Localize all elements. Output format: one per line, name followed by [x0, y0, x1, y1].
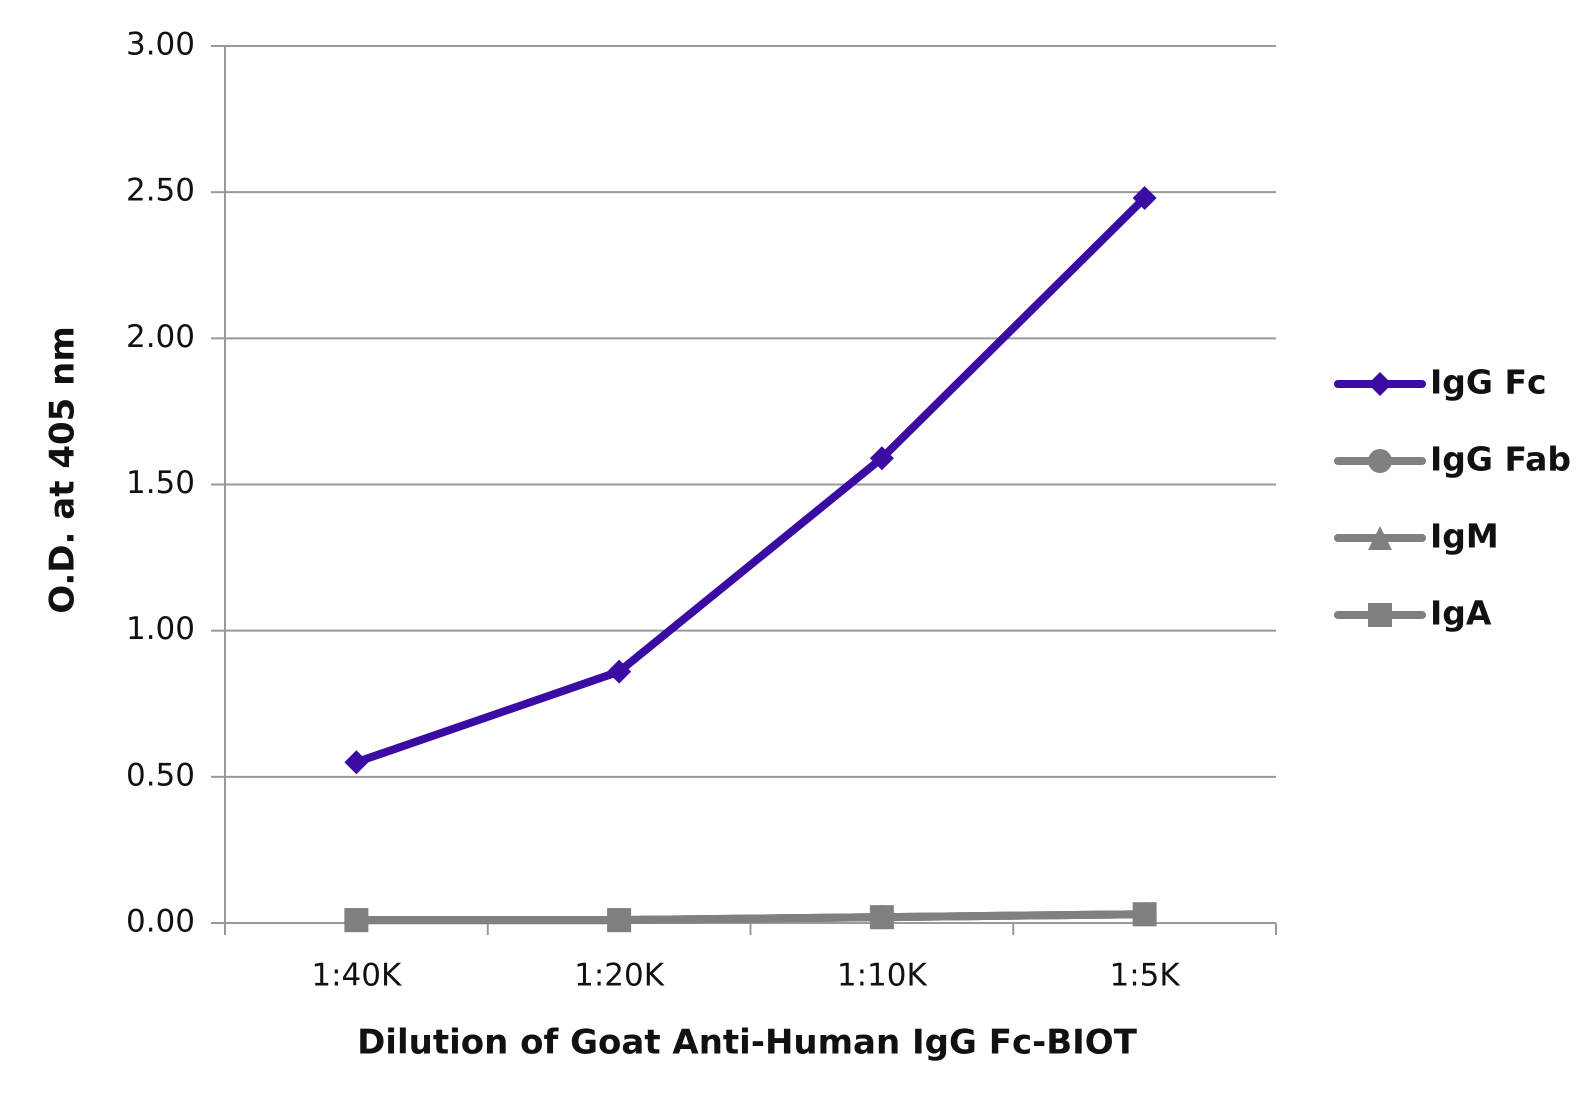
legend-label: IgG Fab — [1430, 440, 1571, 479]
y-tick-label: 0.00 — [126, 904, 195, 940]
y-tick-label: 1.00 — [126, 611, 195, 647]
marker — [344, 750, 369, 775]
marker — [607, 659, 632, 684]
marker — [869, 905, 894, 930]
series-line — [355, 195, 1148, 766]
y-tick-label: 0.50 — [126, 757, 195, 793]
marker — [1368, 603, 1392, 627]
marker — [1368, 449, 1392, 473]
marker — [1132, 902, 1157, 927]
x-tick-label: 1:5K — [1110, 958, 1181, 994]
marker — [869, 446, 894, 471]
x-tick-label: 1:20K — [574, 958, 665, 994]
y-tick-label: 2.00 — [126, 319, 195, 355]
y-tick-label: 1.50 — [126, 465, 195, 501]
marker — [344, 908, 369, 933]
marker — [1368, 526, 1392, 550]
y-axis-title: O.D. at 405 nm — [43, 326, 83, 614]
x-tick-label: 1:10K — [837, 958, 928, 994]
legend-label: IgG Fc — [1430, 363, 1547, 402]
y-tick-label: 2.50 — [126, 173, 195, 209]
legend-label: IgM — [1430, 517, 1499, 556]
y-tick-label: 3.00 — [126, 27, 195, 63]
marker — [607, 908, 632, 933]
series-line — [356, 910, 1145, 925]
marker — [1368, 372, 1392, 396]
x-tick-label: 1:40K — [311, 958, 402, 994]
marker — [1132, 186, 1157, 211]
legend-label: IgA — [1430, 594, 1492, 633]
x-axis-title: Dilution of Goat Anti-Human IgG Fc-BIOT — [357, 1023, 1138, 1063]
